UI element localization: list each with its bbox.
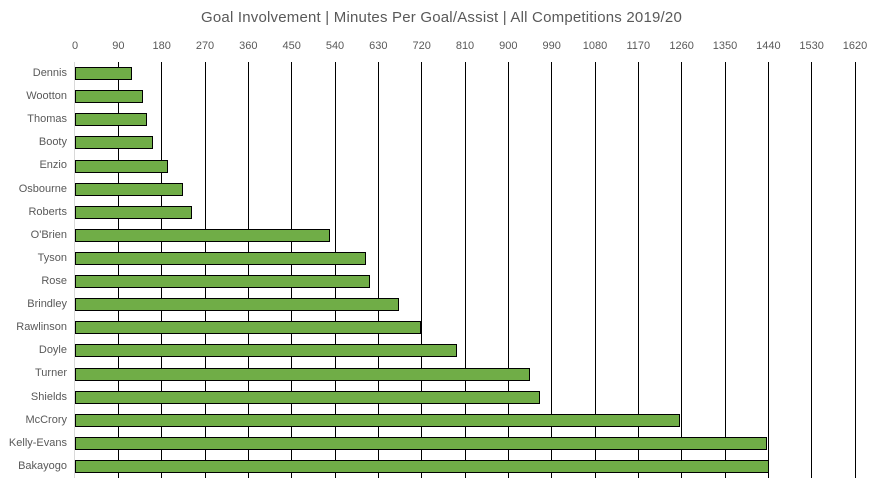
- bar: [75, 459, 770, 473]
- category-label: McCrory: [25, 413, 67, 426]
- x-gridline: [767, 62, 769, 478]
- x-tick-label: 180: [152, 40, 171, 52]
- category-label: Rose: [41, 275, 67, 287]
- bar: [75, 275, 370, 289]
- x-gridline: [464, 62, 466, 478]
- x-gridline: [811, 62, 813, 478]
- bar: [75, 298, 400, 312]
- x-gridline: [507, 62, 509, 478]
- bar: [75, 436, 767, 450]
- bar: [75, 251, 367, 265]
- category-label: Bakayogo: [18, 459, 67, 472]
- bar: [75, 228, 331, 242]
- x-gridline: [681, 62, 683, 478]
- category-label: Turner: [35, 367, 67, 380]
- category-label: Rawlinson: [16, 321, 67, 334]
- bar: [75, 159, 169, 173]
- x-gridline: [637, 62, 639, 478]
- x-gridline: [377, 62, 379, 478]
- x-tick-label: 360: [239, 40, 258, 52]
- x-tick-label: 450: [282, 40, 301, 52]
- x-gridline: [854, 62, 856, 478]
- x-tick-label: 1620: [842, 40, 868, 52]
- x-gridline: [161, 62, 163, 478]
- category-label: Tyson: [37, 251, 67, 264]
- plot-area: [74, 62, 856, 478]
- x-gridline: [551, 62, 553, 478]
- x-tick-label: 900: [499, 40, 518, 52]
- bar: [75, 344, 458, 358]
- chart-title: Goal Involvement | Minutes Per Goal/Assi…: [201, 9, 682, 26]
- category-label: Brindley: [27, 298, 67, 311]
- bar: [75, 136, 153, 150]
- x-tick-label: 1440: [756, 40, 781, 52]
- x-gridline: [204, 62, 206, 478]
- category-label: Dennis: [32, 67, 67, 79]
- bar: [75, 67, 133, 81]
- category-label: Doyle: [38, 344, 67, 357]
- bar: [75, 182, 183, 196]
- x-tick-label: 1080: [582, 40, 608, 52]
- bar: [75, 390, 541, 404]
- bar: [75, 205, 193, 219]
- bar: [75, 321, 422, 335]
- x-tick-label: 1260: [669, 40, 694, 52]
- x-tick-label: 810: [455, 40, 475, 52]
- category-label: Roberts: [28, 205, 67, 218]
- category-label: Enzio: [39, 159, 67, 172]
- x-tick-label: 1170: [626, 40, 651, 52]
- category-axis-line: [74, 62, 75, 478]
- x-tick-label: 630: [369, 40, 388, 52]
- x-gridline: [117, 62, 119, 478]
- x-tick-label: 720: [412, 40, 431, 52]
- category-label: Booty: [38, 136, 67, 149]
- bar: [75, 413, 680, 427]
- x-tick-label: 1530: [799, 40, 824, 52]
- category-label: Osbourne: [18, 182, 67, 195]
- x-gridline: [724, 62, 726, 478]
- x-gridline: [334, 62, 336, 478]
- x-gridline: [247, 62, 249, 478]
- bar: [75, 90, 144, 104]
- category-label: O'Brien: [30, 228, 67, 241]
- category-label: Thomas: [27, 113, 67, 126]
- x-gridline: [291, 62, 293, 478]
- x-tick-label: 990: [542, 40, 561, 52]
- x-tick-label: 0: [71, 40, 79, 52]
- category-label: Wootton: [26, 90, 67, 103]
- category-label: Shields: [30, 390, 67, 403]
- x-tick-label: 90: [112, 40, 125, 52]
- category-label: Kelly-Evans: [8, 436, 67, 449]
- x-gridline: [594, 62, 596, 478]
- bar: [75, 367, 530, 381]
- bar: [75, 113, 148, 127]
- x-gridline: [421, 62, 423, 478]
- x-tick-label: 540: [325, 40, 345, 52]
- x-tick-label: 270: [195, 40, 215, 52]
- x-tick-label: 1350: [712, 40, 738, 52]
